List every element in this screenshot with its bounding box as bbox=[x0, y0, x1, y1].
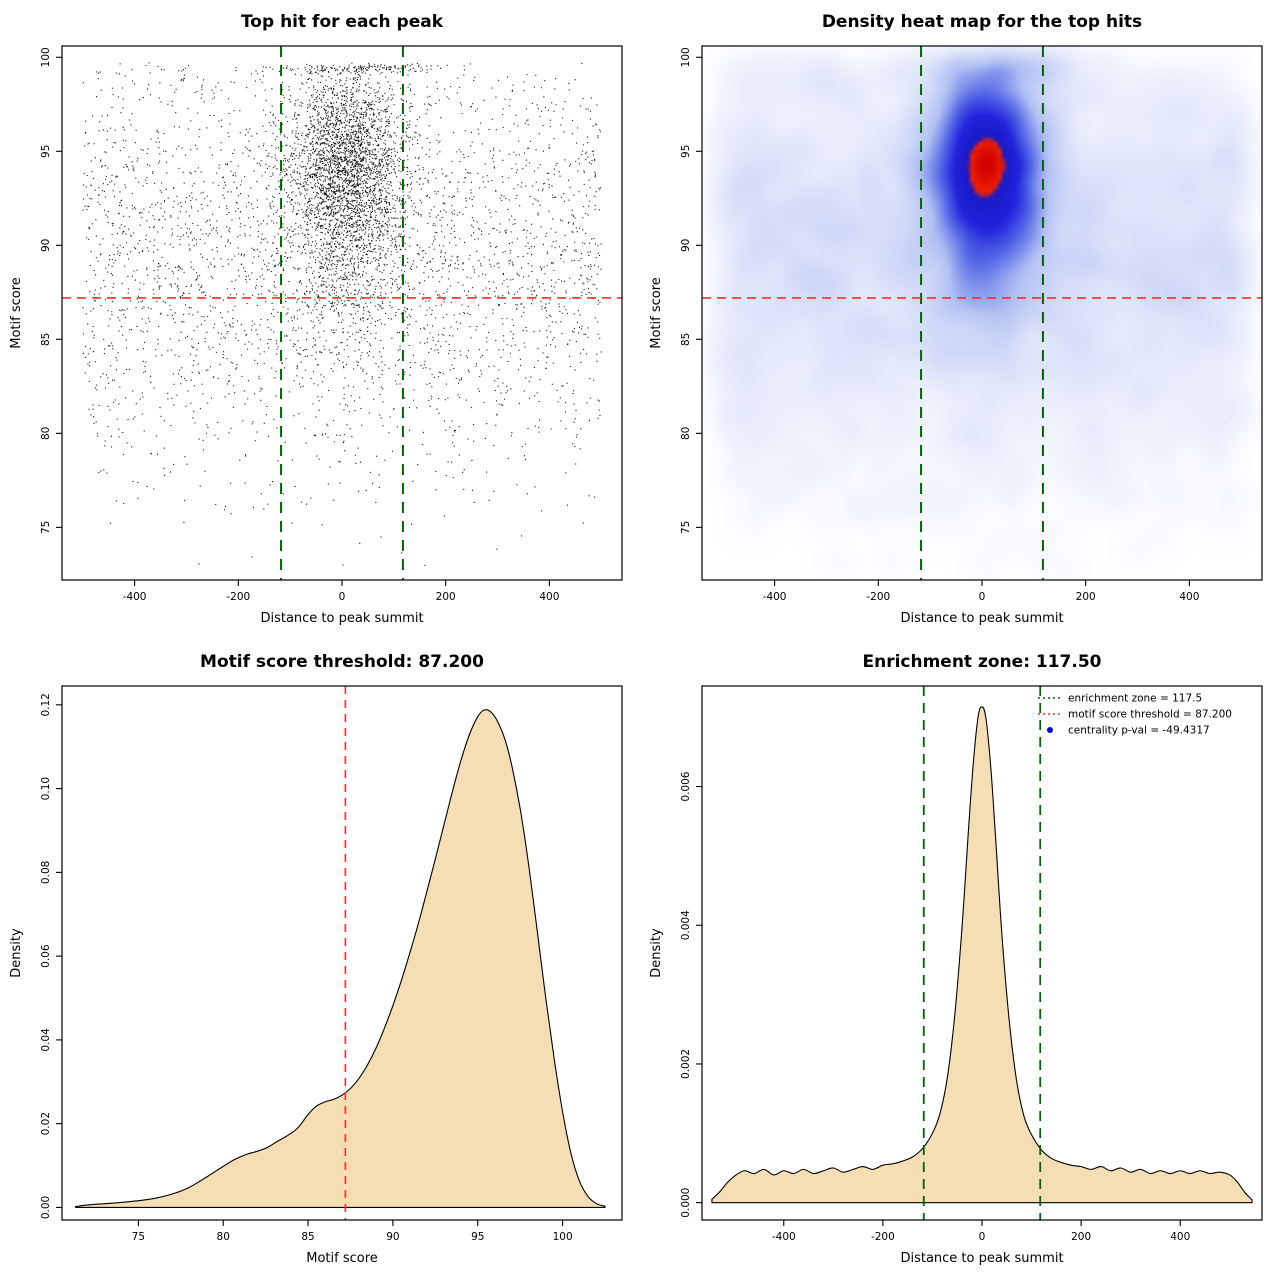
y-tick-label: 0.006 bbox=[680, 771, 692, 801]
x-tick-label: 200 bbox=[1071, 1231, 1091, 1243]
legend-label: centrality p-val = -49.4317 bbox=[1068, 725, 1210, 737]
panel-title: Density heat map for the top hits bbox=[821, 12, 1143, 32]
y-tick-label: 100 bbox=[680, 47, 692, 67]
x-tick-label: -400 bbox=[763, 591, 787, 603]
axes: -400 -200 0 200 400 75 80 85 90 95 100 Distance to … bbox=[649, 45, 1263, 626]
y-axis-label: Motif score bbox=[9, 277, 24, 349]
y-tick-label: 75 bbox=[680, 521, 692, 534]
plot-box bbox=[701, 45, 1263, 581]
y-tick-label: 0.06 bbox=[40, 944, 52, 968]
scatter-points-layer bbox=[62, 46, 622, 580]
distance-density-plot: -400 -200 0 200 400 0.000 0.002 0.004 0.006 Dista… bbox=[649, 685, 1263, 1266]
x-tick-label: -200 bbox=[226, 591, 250, 603]
density-heatmap-layer bbox=[702, 46, 1262, 580]
x-axis-label: Motif score bbox=[306, 1251, 378, 1266]
x-axis-label: Distance to peak summit bbox=[900, 1251, 1063, 1266]
x-axis-label: Distance to peak summit bbox=[260, 611, 423, 626]
y-tick-label: 90 bbox=[40, 239, 52, 252]
legend-point-marker bbox=[1047, 727, 1053, 733]
legend-label: motif score threshold = 87.200 bbox=[1068, 709, 1232, 721]
x-tick-label: -200 bbox=[866, 591, 890, 603]
panel-motif-score-density: Motif score threshold: 87.200 75 80 85 90 95… bbox=[0, 640, 640, 1280]
y-tick-label: 0.002 bbox=[680, 1049, 692, 1079]
density-curve bbox=[75, 709, 606, 1208]
score-density-plot: 75 80 85 90 95 100 0.00 0.02 0.04 0.06 0.08 0.10 0.1… bbox=[9, 685, 623, 1266]
panel-title: Enrichment zone: 117.50 bbox=[862, 652, 1102, 672]
y-tick-label: 90 bbox=[680, 239, 692, 252]
plot-box bbox=[701, 685, 1263, 1221]
x-tick-label: 0 bbox=[339, 591, 346, 603]
y-tick-label: 80 bbox=[40, 427, 52, 440]
x-tick-label: 75 bbox=[132, 1231, 145, 1243]
x-tick-label: 0 bbox=[979, 591, 986, 603]
x-tick-label: -400 bbox=[123, 591, 147, 603]
y-tick-label: 80 bbox=[680, 427, 692, 440]
axes: -400 -200 0 200 400 75 80 85 90 95 100 Distance to … bbox=[9, 45, 623, 626]
y-tick-label: 0.10 bbox=[40, 777, 52, 800]
x-tick-label: 400 bbox=[1170, 1231, 1190, 1243]
y-tick-label: 85 bbox=[40, 333, 52, 346]
plot-box bbox=[61, 45, 623, 581]
x-tick-label: 400 bbox=[539, 591, 559, 603]
plot-box bbox=[61, 685, 623, 1221]
legend-label: enrichment zone = 117.5 bbox=[1068, 693, 1202, 705]
y-axis-label: Density bbox=[649, 928, 664, 978]
x-tick-label: 90 bbox=[386, 1231, 399, 1243]
y-axis-label: Density bbox=[9, 928, 24, 978]
axes: -400 -200 0 200 400 0.000 0.002 0.004 0.006 Dista… bbox=[649, 685, 1263, 1266]
x-tick-label: -400 bbox=[772, 1231, 796, 1243]
panel-top-hit-scatter: Top hit for each peak -400 -200 0 200 400 75 8… bbox=[0, 0, 640, 640]
x-tick-label: 100 bbox=[553, 1231, 573, 1243]
heatmap-plot: -400 -200 0 200 400 75 80 85 90 95 100 Distance to … bbox=[649, 45, 1263, 626]
x-tick-label: 80 bbox=[217, 1231, 230, 1243]
x-tick-label: -200 bbox=[871, 1231, 895, 1243]
y-axis-label: Motif score bbox=[649, 277, 664, 349]
y-tick-label: 0.00 bbox=[40, 1196, 52, 1219]
y-tick-label: 0.004 bbox=[680, 910, 692, 940]
axes: 75 80 85 90 95 100 0.00 0.02 0.04 0.06 0.08 0.10 0.1… bbox=[9, 685, 623, 1266]
x-tick-label: 95 bbox=[471, 1231, 484, 1243]
y-tick-label: 0.04 bbox=[40, 1028, 52, 1052]
y-tick-label: 95 bbox=[680, 145, 692, 158]
scatter-plot: -400 -200 0 200 400 75 80 85 90 95 100 Distance to … bbox=[9, 45, 623, 626]
y-tick-label: 100 bbox=[40, 47, 52, 67]
y-tick-label: 0.000 bbox=[680, 1188, 692, 1218]
x-tick-label: 0 bbox=[979, 1231, 986, 1243]
y-tick-label: 75 bbox=[40, 521, 52, 534]
panel-title: Motif score threshold: 87.200 bbox=[200, 652, 484, 672]
x-tick-label: 200 bbox=[1076, 591, 1096, 603]
panel-density-heatmap: Density heat map for the top hits -400 -2… bbox=[640, 0, 1280, 640]
y-tick-label: 0.12 bbox=[40, 693, 52, 716]
y-tick-label: 0.02 bbox=[40, 1112, 52, 1135]
y-tick-label: 0.08 bbox=[40, 861, 52, 884]
density-curve bbox=[711, 706, 1253, 1204]
legend: enrichment zone = 117.5 motif score thres… bbox=[1038, 693, 1232, 737]
x-tick-label: 400 bbox=[1179, 591, 1199, 603]
x-tick-label: 85 bbox=[301, 1231, 314, 1243]
x-axis-label: Distance to peak summit bbox=[900, 611, 1063, 626]
panel-title: Top hit for each peak bbox=[240, 12, 444, 32]
panel-distance-density: Enrichment zone: 117.50 -400 -200 0 200 400 0… bbox=[640, 640, 1280, 1280]
y-tick-label: 95 bbox=[40, 145, 52, 158]
x-tick-label: 200 bbox=[436, 591, 456, 603]
y-tick-label: 85 bbox=[680, 333, 692, 346]
